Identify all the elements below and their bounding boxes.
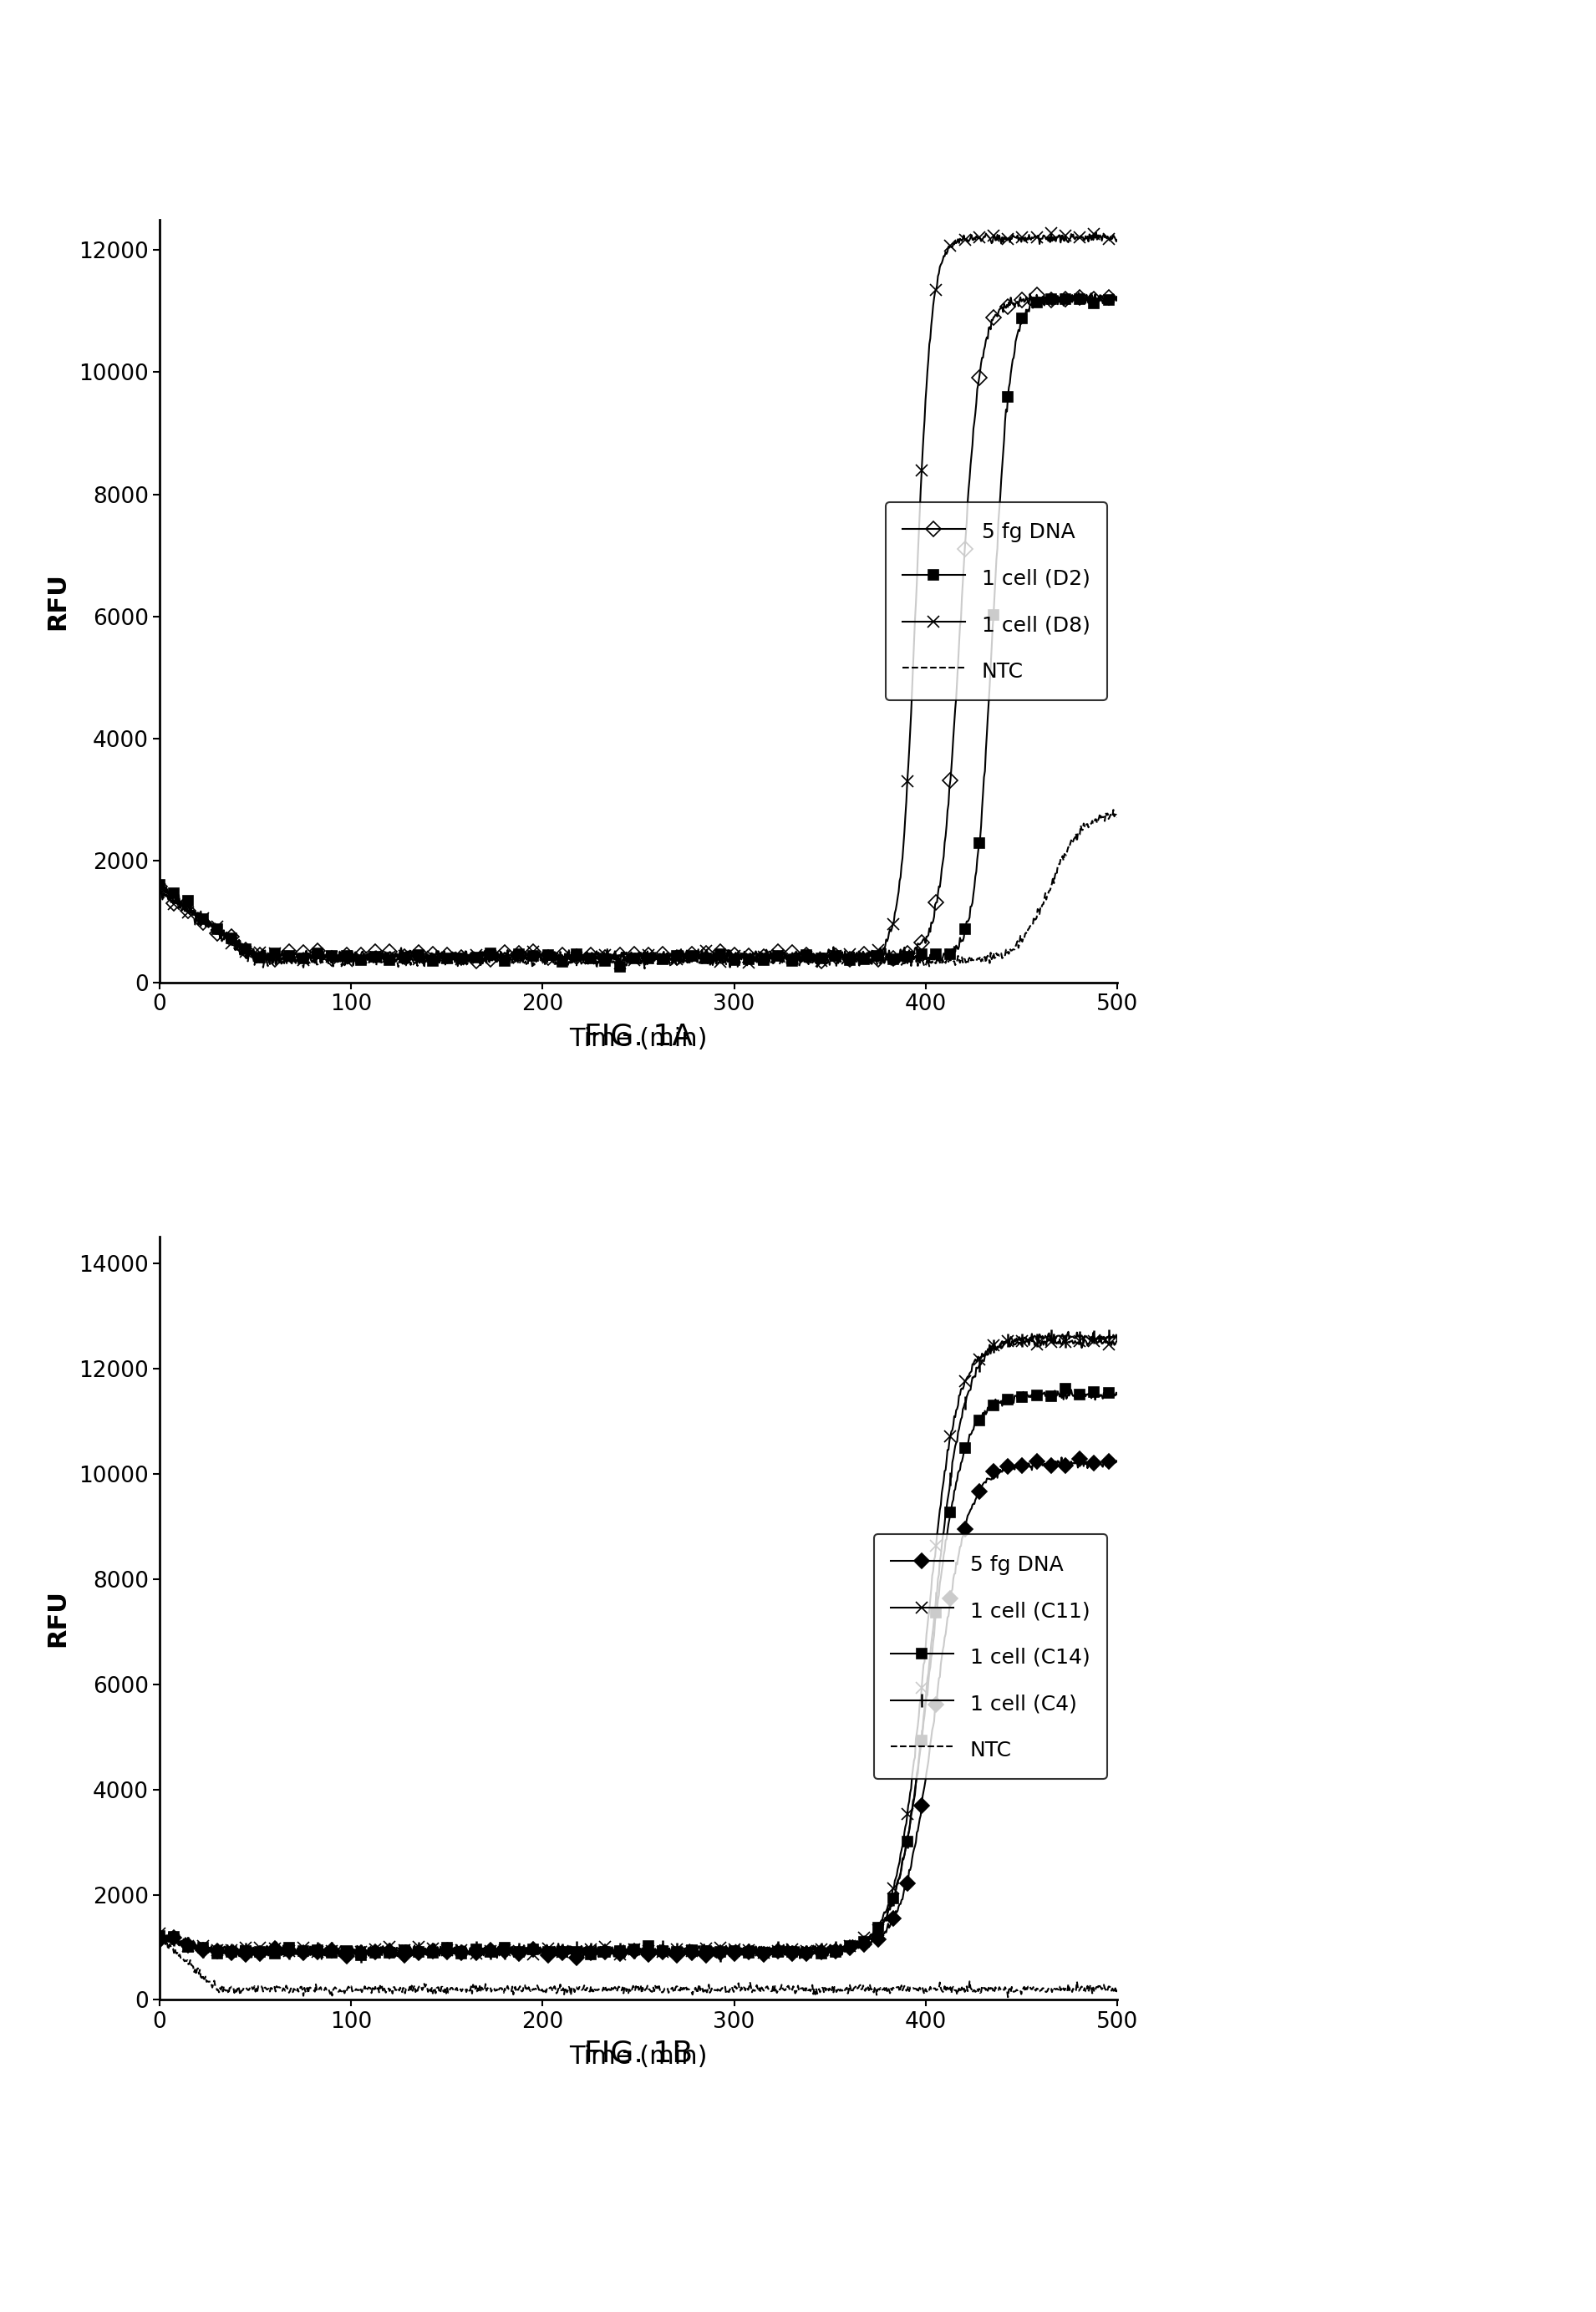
Text: FIG. 1A: FIG. 1A <box>584 1022 693 1050</box>
Legend: 5 fg DNA, 1 cell (C11), 1 cell (C14), 1 cell (C4), NTC: 5 fg DNA, 1 cell (C11), 1 cell (C14), 1 … <box>875 1535 1106 1778</box>
Text: FIG. 1B: FIG. 1B <box>584 2039 693 2067</box>
Legend: 5 fg DNA, 1 cell (D2), 1 cell (D8), NTC: 5 fg DNA, 1 cell (D2), 1 cell (D8), NTC <box>886 502 1106 701</box>
X-axis label: Time (min): Time (min) <box>570 2044 707 2069</box>
Y-axis label: RFU: RFU <box>45 573 69 629</box>
Y-axis label: RFU: RFU <box>45 1591 69 1646</box>
X-axis label: Time (min): Time (min) <box>570 1027 707 1052</box>
